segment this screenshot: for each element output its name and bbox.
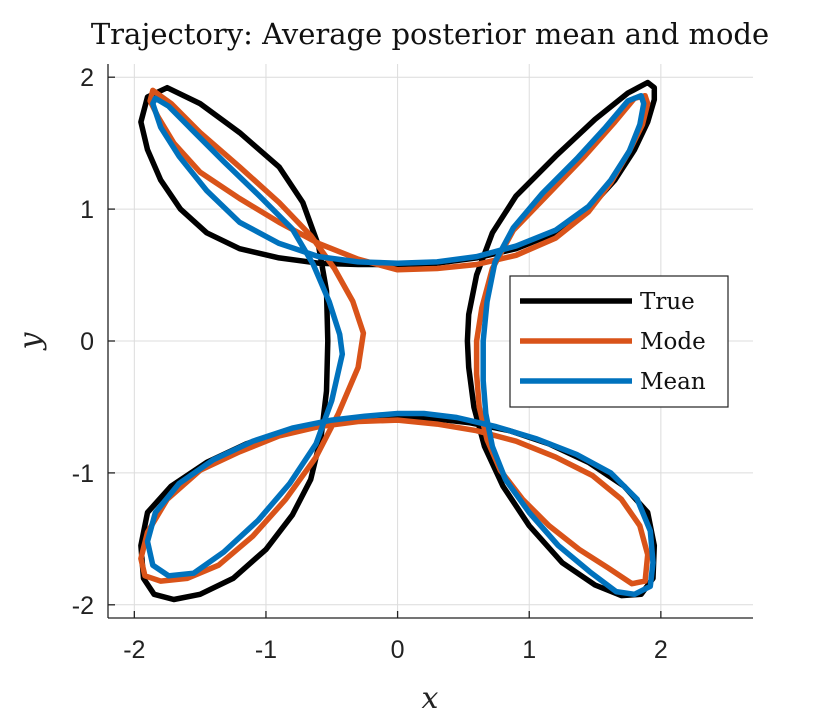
series-line-mean [144, 92, 656, 598]
y-tick-label-1: -1 [72, 460, 94, 488]
x-tick-label-0: -2 [123, 636, 145, 664]
chart-title: Trajectory: Average posterior mean and m… [91, 17, 769, 51]
series-line-true [138, 79, 658, 603]
x-axis-label: x [422, 681, 439, 716]
x-tick-label-4: 2 [654, 636, 668, 664]
x-tick-label-2: 0 [391, 636, 405, 664]
legend-label-true: True [640, 289, 695, 315]
legend-label-mean: Mean [640, 369, 706, 395]
x-tick-label-3: 1 [522, 636, 536, 664]
legend-label-mode: Mode [640, 329, 706, 355]
series-layer [138, 79, 658, 603]
legend: True Mode Mean [509, 275, 729, 408]
y-axis-label: y [13, 331, 48, 351]
grid-layer [108, 64, 753, 618]
y-tick-label-0: -2 [72, 592, 94, 620]
y-tick-label-3: 1 [80, 196, 94, 224]
series-line-mode [138, 87, 651, 587]
y-tick-label-4: 2 [80, 64, 94, 92]
axis-layer [107, 64, 753, 619]
tick-label-layer: -2 -1 0 1 2 -2 -1 0 1 2 [72, 64, 668, 664]
y-tick-label-2: 0 [80, 328, 94, 356]
x-tick-label-1: -1 [255, 636, 277, 664]
